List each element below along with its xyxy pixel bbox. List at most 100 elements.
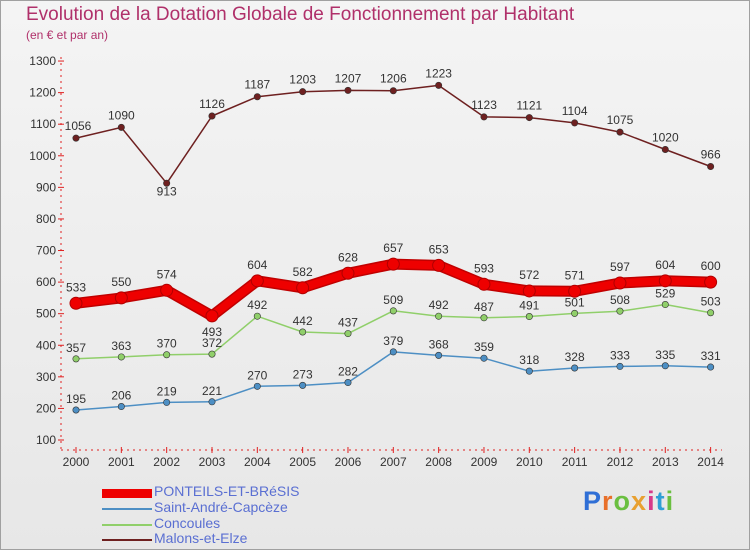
data-point [72,134,80,142]
data-label: 335 [655,348,675,362]
data-point [344,330,352,338]
data-point [205,309,219,323]
data-label: 657 [383,241,403,255]
data-point [344,86,352,94]
logo-letter: x [631,486,648,516]
data-point [389,87,397,95]
data-label: 363 [111,339,131,353]
y-tick-label: 100 [36,433,56,447]
data-point [435,312,443,320]
chart-title: Evolution de la Dotation Globale de Fonc… [26,4,575,25]
data-label: 509 [383,293,403,307]
data-label: 442 [293,314,313,328]
data-label: 604 [655,258,675,272]
data-point [163,398,171,406]
data-point [114,291,128,305]
legend-item-ponteils: PONTEILS-ET-BRéSIS [102,483,352,500]
data-label: 1090 [108,108,135,122]
data-point [661,362,669,370]
data-point [253,382,261,390]
data-point [616,128,624,136]
data-label: 318 [519,353,539,367]
x-tick-label: 2009 [471,455,498,469]
y-tick-label: 900 [36,180,56,194]
data-label: 1056 [65,119,92,133]
data-point [163,179,171,187]
data-point [386,257,400,271]
data-label: 653 [429,242,449,256]
data-point [299,328,307,336]
data-point [435,81,443,89]
data-point [616,307,624,315]
data-point [253,312,261,320]
data-point [208,398,216,406]
data-label: 221 [202,384,222,398]
data-label: 1206 [380,72,407,86]
y-tick-label: 1200 [29,86,56,100]
data-point [72,406,80,414]
x-tick-label: 2006 [335,455,362,469]
data-point [707,309,715,317]
data-point [341,266,355,280]
legend-item-malons: Malons-et-Elze [102,530,352,547]
data-label: 491 [519,299,539,313]
data-label: 529 [655,287,675,301]
data-point [389,307,397,315]
x-tick-label: 2012 [607,455,634,469]
legend-item-concoules: Concoules [102,515,352,532]
data-point [117,403,125,411]
data-point [250,274,264,288]
data-label: 357 [66,341,86,355]
logo-letter: P [583,486,603,516]
data-point [658,274,672,288]
data-label: 501 [565,295,585,309]
data-point [72,355,80,363]
data-label: 1104 [562,104,588,118]
data-point [525,114,533,122]
data-label: 270 [247,368,267,382]
data-label: 282 [338,365,358,379]
data-label: 219 [157,384,177,398]
x-tick-label: 2001 [108,455,135,469]
data-label: 493 [202,325,222,339]
data-label: 1203 [289,73,316,87]
y-tick-label: 800 [36,212,56,226]
data-label: 604 [247,258,267,272]
data-point [344,379,352,387]
data-label: 333 [610,348,630,362]
data-label: 597 [610,260,630,274]
data-point [613,276,627,290]
data-label: 533 [66,280,86,294]
y-tick-label: 600 [36,275,56,289]
data-point [296,281,310,295]
data-label: 368 [429,337,449,351]
y-tick-label: 700 [36,244,56,258]
legend-label: Saint-André-Capcèze [154,499,288,515]
data-label: 328 [565,350,585,364]
x-tick-label: 2010 [516,455,543,469]
x-tick-label: 2011 [562,455,588,469]
y-tick-label: 400 [36,338,56,352]
data-point [571,119,579,127]
data-point [525,313,533,321]
data-point [522,284,536,298]
data-label: 550 [111,275,131,289]
data-point [480,354,488,362]
data-point [661,145,669,153]
data-point [571,364,579,372]
y-tick-label: 500 [36,307,56,321]
data-point [707,363,715,371]
data-label: 1223 [425,66,452,80]
data-point [571,309,579,317]
data-label: 273 [293,367,313,381]
data-point [389,348,397,356]
data-point [525,367,533,375]
data-label: 372 [202,336,222,350]
data-label: 1126 [199,97,225,111]
data-point [477,277,491,291]
data-label: 503 [701,295,721,309]
data-label: 379 [383,334,403,348]
data-point [480,113,488,121]
x-tick-label: 2008 [425,455,452,469]
